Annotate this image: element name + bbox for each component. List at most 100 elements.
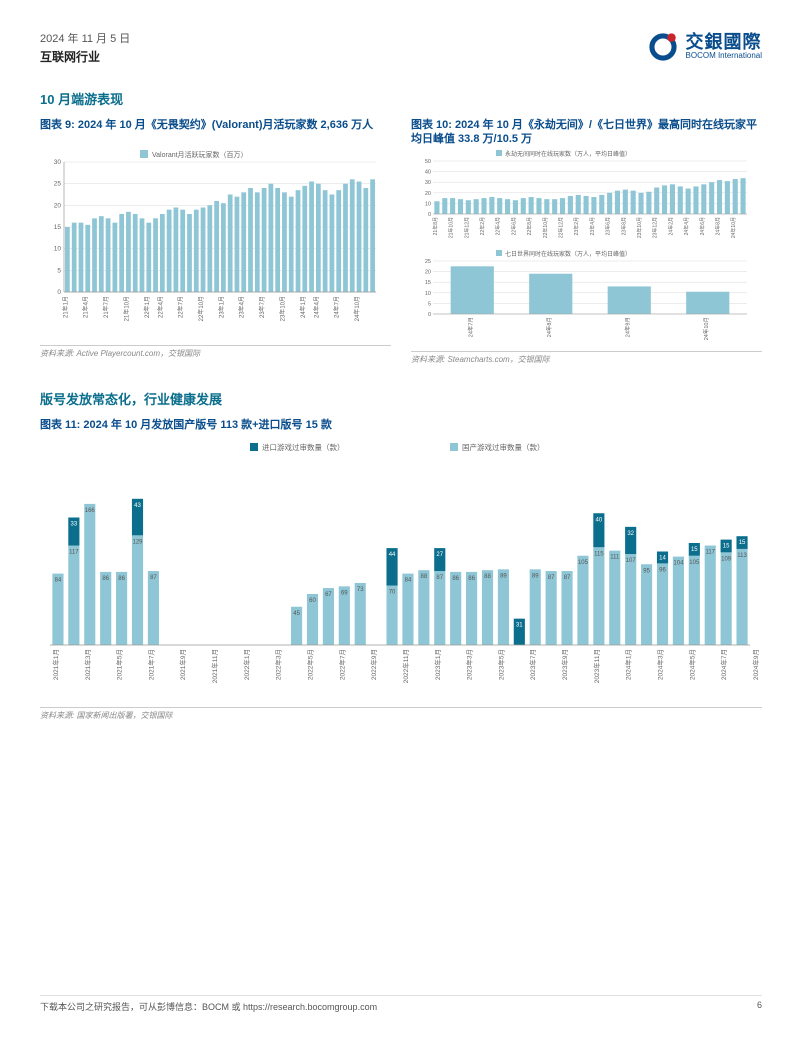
svg-text:进口游戏过审数量（款）: 进口游戏过审数量（款） (262, 442, 345, 452)
svg-text:23年4月: 23年4月 (589, 217, 596, 235)
svg-text:15: 15 (691, 547, 698, 553)
svg-text:104: 104 (673, 560, 684, 566)
svg-text:2024年1月: 2024年1月 (624, 649, 633, 680)
svg-text:21年12月: 21年12月 (463, 217, 470, 238)
svg-text:10: 10 (425, 201, 431, 207)
brand-logo: 交銀國際 BOCOM International (646, 30, 762, 64)
svg-text:88: 88 (421, 574, 428, 580)
chart10-source: 资料来源: Steamcharts.com，交银国际 (411, 351, 762, 365)
page-footer: 下载本公司之研究报告，可从彭博信息：BOCM 或 https://researc… (40, 995, 762, 1013)
svg-text:2022年11月: 2022年11月 (401, 649, 410, 683)
svg-text:0: 0 (428, 312, 431, 318)
header-left: 2024 年 11 月 5 日 互联网行业 (40, 30, 130, 65)
svg-text:24年7月: 24年7月 (466, 317, 474, 337)
logo-text-en: BOCOM International (686, 51, 762, 61)
svg-text:24年4月: 24年4月 (312, 296, 320, 318)
svg-text:84: 84 (55, 577, 62, 583)
svg-text:115: 115 (594, 551, 604, 557)
svg-text:45: 45 (293, 611, 300, 617)
logo-icon (646, 30, 680, 64)
page-header: 2024 年 11 月 5 日 互联网行业 交銀國際 BOCOM Interna… (40, 30, 762, 65)
svg-text:5: 5 (57, 267, 61, 274)
svg-text:25: 25 (54, 181, 62, 188)
chart10b-plot: 七日世界同时在线玩家数（万人，平均日峰值）051015202524年7月24年8… (411, 249, 762, 349)
svg-text:50: 50 (425, 159, 431, 165)
svg-text:2024年9月: 2024年9月 (751, 649, 760, 680)
svg-text:22年10月: 22年10月 (542, 217, 549, 238)
svg-text:86: 86 (452, 576, 459, 582)
svg-text:24年9月: 24年9月 (623, 317, 631, 337)
svg-text:87: 87 (436, 575, 443, 581)
svg-text:2021年5月: 2021年5月 (115, 649, 124, 680)
svg-text:30: 30 (54, 159, 62, 166)
svg-text:88: 88 (484, 574, 491, 580)
svg-text:23年1月: 23年1月 (217, 296, 225, 318)
svg-text:2023年9月: 2023年9月 (560, 649, 569, 680)
svg-text:2021年11月: 2021年11月 (210, 649, 219, 683)
svg-text:24年10月: 24年10月 (353, 296, 361, 321)
svg-text:166: 166 (85, 508, 96, 514)
svg-text:43: 43 (134, 503, 141, 509)
svg-text:10: 10 (54, 246, 62, 253)
svg-text:24年2月: 24年2月 (667, 217, 674, 235)
svg-text:2024年3月: 2024年3月 (656, 649, 665, 680)
report-date: 2024 年 11 月 5 日 (40, 30, 130, 46)
page-number: 6 (757, 1000, 762, 1013)
chart10-container: 图表 10: 2024 年 10 月《永劫无间》/《七日世界》最高同时在线玩家平… (411, 118, 762, 365)
svg-text:21年1月: 21年1月 (61, 296, 69, 318)
svg-text:87: 87 (150, 575, 157, 581)
svg-text:22年6月: 22年6月 (510, 217, 517, 235)
svg-text:117: 117 (705, 549, 715, 555)
chart11-plot: 进口游戏过审数量（款）国产游戏过审数量（款）841173316686861294… (40, 440, 762, 705)
svg-text:21年10月: 21年10月 (448, 217, 455, 238)
svg-text:129: 129 (132, 539, 143, 545)
svg-text:22年1月: 22年1月 (143, 296, 151, 318)
svg-text:20: 20 (54, 202, 62, 209)
svg-text:25: 25 (425, 259, 431, 265)
svg-text:23年6月: 23年6月 (605, 217, 612, 235)
svg-text:24年1月: 24年1月 (299, 296, 307, 318)
svg-text:60: 60 (309, 598, 316, 604)
svg-text:2023年1月: 2023年1月 (433, 649, 442, 680)
svg-text:2023年7月: 2023年7月 (528, 649, 537, 680)
chart10-title: 图表 10: 2024 年 10 月《永劫无间》/《七日世界》最高同时在线玩家平… (411, 118, 762, 147)
svg-text:105: 105 (578, 560, 589, 566)
svg-text:2022年3月: 2022年3月 (274, 649, 283, 680)
svg-text:21年10月: 21年10月 (122, 296, 130, 321)
svg-text:0: 0 (57, 289, 61, 296)
svg-text:86: 86 (118, 576, 125, 582)
svg-text:33: 33 (71, 521, 78, 527)
svg-text:2022年7月: 2022年7月 (337, 649, 346, 680)
svg-text:14: 14 (659, 555, 666, 561)
svg-text:105: 105 (689, 560, 700, 566)
svg-text:23年10月: 23年10月 (278, 296, 286, 321)
svg-text:2022年1月: 2022年1月 (242, 649, 251, 680)
svg-text:22年4月: 22年4月 (495, 217, 502, 235)
svg-text:89: 89 (532, 573, 539, 579)
svg-text:22年4月: 22年4月 (156, 296, 164, 318)
logo-text-cn: 交銀國際 (686, 33, 762, 51)
svg-text:89: 89 (500, 573, 507, 579)
svg-text:15: 15 (54, 224, 62, 231)
svg-text:32: 32 (627, 531, 634, 537)
svg-text:22年8月: 22年8月 (526, 217, 533, 235)
svg-text:20: 20 (425, 190, 431, 196)
svg-text:2024年7月: 2024年7月 (719, 649, 728, 680)
svg-text:24年6月: 24年6月 (699, 217, 706, 235)
svg-text:永劫无间同时在线玩家数（万人，平均日峰值）: 永劫无间同时在线玩家数（万人，平均日峰值） (505, 150, 631, 158)
svg-text:2022年5月: 2022年5月 (306, 649, 315, 680)
svg-text:22年7月: 22年7月 (177, 296, 185, 318)
svg-text:2024年5月: 2024年5月 (687, 649, 696, 680)
svg-text:七日世界同时在线玩家数（万人，平均日峰值）: 七日世界同时在线玩家数（万人，平均日峰值） (505, 250, 631, 258)
svg-text:24年7月: 24年7月 (333, 296, 341, 318)
svg-text:117: 117 (69, 549, 79, 555)
svg-text:23年7月: 23年7月 (258, 296, 266, 318)
svg-text:86: 86 (102, 576, 109, 582)
svg-text:24年10月: 24年10月 (730, 217, 737, 238)
svg-text:10: 10 (425, 290, 431, 296)
chart10a-plot: 永劫无间同时在线玩家数（万人，平均日峰值）0102030405021年8月21年… (411, 149, 762, 249)
svg-text:30: 30 (425, 180, 431, 186)
chart9-plot: Valorant月活跃玩家数（百万）05101520253021年1月21年4月… (40, 148, 391, 343)
svg-text:40: 40 (596, 517, 603, 523)
svg-text:24年10月: 24年10月 (702, 317, 710, 340)
